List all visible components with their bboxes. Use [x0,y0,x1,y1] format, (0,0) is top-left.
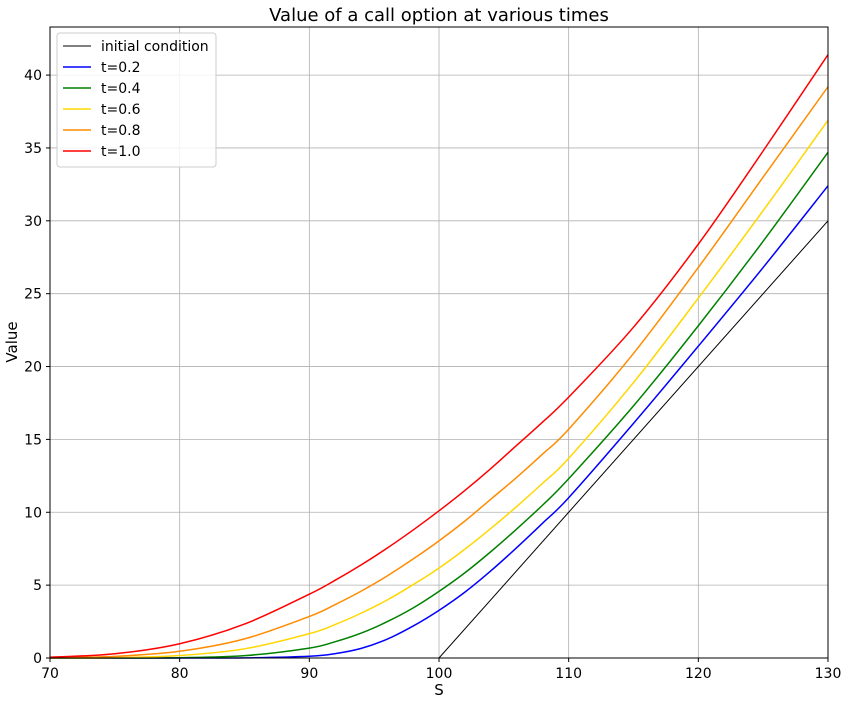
legend-label: t=0.6 [101,102,141,118]
y-axis-label: Value [3,321,21,362]
legend-label: t=0.2 [101,60,140,76]
x-tick-label: 80 [171,666,189,682]
x-tick-label: 110 [555,666,582,682]
x-tick-label: 120 [685,666,712,682]
legend-label: t=0.4 [101,81,141,97]
series-line-t-0-6 [49,119,829,659]
y-tick-label: 10 [24,505,42,521]
x-tick-label: 70 [41,666,59,682]
y-tick-label: 0 [33,651,42,667]
chart-title: Value of a call option at various times [269,5,609,26]
y-tick-label: 20 [24,360,42,376]
series-line-t-0-8 [49,86,829,659]
legend-box [56,32,217,168]
x-tick-label: 100 [426,666,453,682]
legend-label: t=0.8 [101,123,140,139]
y-tick-label: 35 [24,141,42,157]
legend-label: initial condition [101,39,209,55]
x-axis-label: S [434,681,444,699]
series-line-t-0-4 [49,151,829,659]
y-tick-label: 40 [24,68,42,84]
legend-label: t=1.0 [101,144,140,160]
legend: initial condition t=0.2 t=0.4 t=0.6 t=0.8 t=1… [56,32,217,168]
axis-ticks: 70 80 90 100 110 120 130 0 5 10 15 20 25 30 35 40 [24,68,841,682]
y-tick-label: 30 [24,214,42,230]
y-tick-label: 25 [24,287,42,303]
x-tick-label: 130 [815,666,842,682]
x-tick-label: 90 [300,666,318,682]
y-tick-label: 5 [33,578,42,594]
series-line-t-1-0 [49,54,829,659]
y-tick-label: 15 [24,432,42,448]
